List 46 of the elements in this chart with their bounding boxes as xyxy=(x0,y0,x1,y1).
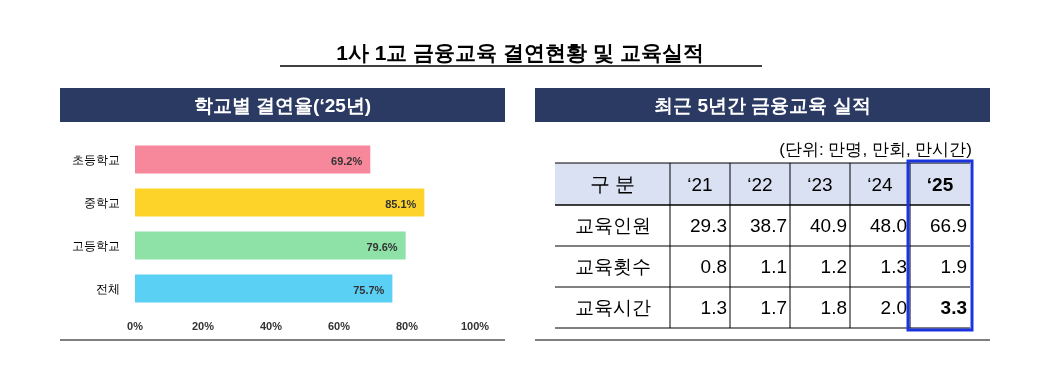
data-label: 2.0 xyxy=(880,297,907,318)
bar xyxy=(135,145,371,174)
x-tick-label: ‘21 xyxy=(687,173,713,195)
text: 1사 1교 금융교육 결연현황 및 교육실적 xyxy=(336,40,704,64)
data-label: 1.7 xyxy=(760,297,787,318)
y-tick-label: 중학교 xyxy=(84,195,120,210)
y-tick-label: 교육시간 xyxy=(574,297,651,318)
data-label: 38.7 xyxy=(750,215,787,236)
data-label: 75.7% xyxy=(353,283,385,296)
x-tick-label: ‘22 xyxy=(747,173,773,195)
x-tick-label: ‘23 xyxy=(807,173,833,195)
x-tick-label: 60% xyxy=(327,320,351,332)
data-label: 1.1 xyxy=(760,256,787,277)
data-label: 1.2 xyxy=(820,256,847,277)
bar xyxy=(135,231,406,260)
bar xyxy=(135,274,393,303)
x-tick-label: 20% xyxy=(191,320,215,332)
y-tick-label: 고등학교 xyxy=(72,238,120,253)
data-label: 48.0 xyxy=(870,215,907,236)
data-label: 3.3 xyxy=(940,297,967,318)
chart-subtitle: (단위: 만명, 만회, 만시간) xyxy=(779,139,972,159)
data-label: 1.3 xyxy=(700,297,727,318)
y-tick-label: 전체 xyxy=(96,281,120,296)
data-label: 29.3 xyxy=(690,215,727,236)
x-tick-label: 80% xyxy=(395,320,419,332)
data-label: 1.9 xyxy=(940,256,967,277)
y-tick-label: 초등학교 xyxy=(72,152,120,167)
chart-subtitle: 학교별 결연율(‘25년) xyxy=(193,94,372,116)
x-tick-label: ‘24 xyxy=(867,173,894,195)
data-label: 1.3 xyxy=(880,256,907,277)
chart-title: 최근 5년간 금융교육 실적 xyxy=(654,94,871,116)
x-tick-label: 0% xyxy=(127,320,144,332)
data-label: 0.8 xyxy=(700,256,727,277)
x-tick-label: ‘25 xyxy=(926,173,954,195)
data-label: 40.9 xyxy=(810,215,847,236)
y-tick-label: 교육횟수 xyxy=(574,256,651,277)
data-label: 1.8 xyxy=(820,297,847,318)
data-label: 66.9 xyxy=(930,215,967,236)
y-axis-title: 구 분 xyxy=(589,173,636,195)
data-label: 69.2% xyxy=(331,154,363,167)
x-tick-label: 40% xyxy=(259,320,283,332)
bar xyxy=(135,188,425,217)
data-label: 85.1% xyxy=(385,197,417,210)
data-label: 79.6% xyxy=(366,240,398,253)
x-tick-label: 100% xyxy=(460,320,490,332)
y-tick-label: 교육인원 xyxy=(574,215,651,236)
